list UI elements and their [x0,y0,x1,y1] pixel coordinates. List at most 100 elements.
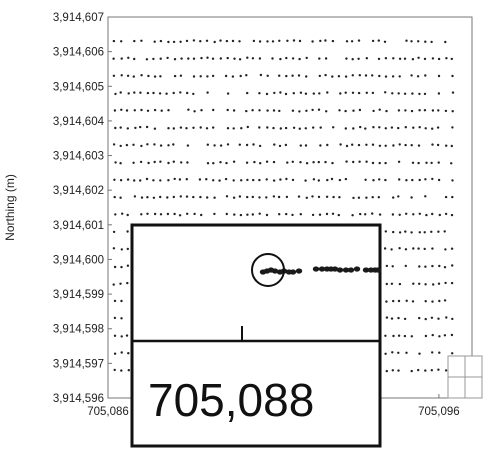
data-point [178,214,182,217]
data-point [318,92,321,95]
zoom-inset: 705,088 [130,223,382,448]
data-point [350,40,354,43]
data-point [332,126,335,129]
data-point [252,39,256,43]
inset-data-points [259,266,382,275]
data-point [424,265,427,268]
data-point [391,369,394,372]
data-point [112,57,115,60]
data-point [398,75,401,78]
data-point [112,283,115,286]
data-point [385,109,388,113]
data-point [397,316,400,320]
data-point [357,57,360,60]
data-point [113,265,117,269]
data-point [273,143,276,146]
data-point [365,91,368,95]
data-point [304,179,307,182]
data-point [272,126,275,130]
data-point [430,40,433,44]
data-point [278,74,281,77]
data-point [378,178,381,181]
data-point [392,144,395,147]
data-point [126,213,129,217]
data-point [423,92,427,96]
data-point [145,58,149,61]
data-point [225,161,228,165]
data-point [258,144,262,148]
data-point [291,109,295,112]
inset-data-point [271,268,279,274]
data-point [186,161,189,164]
data-point [199,40,202,43]
data-point [384,57,388,60]
data-point [199,126,202,129]
data-point [213,212,216,216]
data-point [160,109,163,112]
data-point [291,74,294,77]
y-tick-label: 3,914,600 [53,254,104,266]
data-point [299,144,302,147]
data-point [225,212,228,216]
data-point [167,127,170,130]
data-point [219,161,222,164]
data-point [397,195,400,198]
data-point [152,57,155,61]
data-point [357,39,361,42]
data-point [284,126,288,130]
inset-data-point [336,267,344,273]
data-point [437,92,441,95]
data-point [390,317,394,320]
data-point [272,195,276,198]
data-point [246,56,249,59]
data-point [385,300,388,303]
data-point [410,40,413,43]
data-point [112,39,116,43]
data-point [127,92,130,95]
data-point [198,178,202,181]
data-point [437,317,440,320]
data-point [404,264,407,268]
data-point [403,92,407,96]
data-point [424,74,427,77]
data-point [232,127,235,130]
data-point [226,108,229,112]
data-point [219,144,223,147]
data-point [412,213,415,216]
data-point [431,212,434,216]
data-point [438,264,441,268]
data-point [205,178,208,181]
data-point [451,74,454,78]
data-point [311,195,314,198]
data-point [266,109,269,112]
data-point [297,195,301,198]
data-point [285,212,288,216]
data-point [324,57,328,60]
data-point [404,126,407,129]
data-point [424,317,427,321]
data-point [172,160,175,163]
data-point [121,212,124,215]
data-point [450,247,454,250]
data-point [192,39,196,42]
data-point [410,144,413,147]
data-point [312,92,315,95]
data-point [205,39,209,42]
data-point [397,160,401,163]
data-point [411,92,414,95]
inset-data-point [374,267,382,273]
data-point [120,265,123,269]
data-point [304,92,308,95]
data-point [312,178,316,181]
data-point [326,178,329,182]
data-point [212,179,215,182]
data-point [252,143,255,146]
data-point [431,143,434,146]
data-point [331,161,334,165]
data-point [317,160,320,164]
data-point [251,195,254,199]
data-point [359,125,362,129]
data-point [385,264,389,268]
data-point [391,265,394,268]
data-point [319,126,322,129]
